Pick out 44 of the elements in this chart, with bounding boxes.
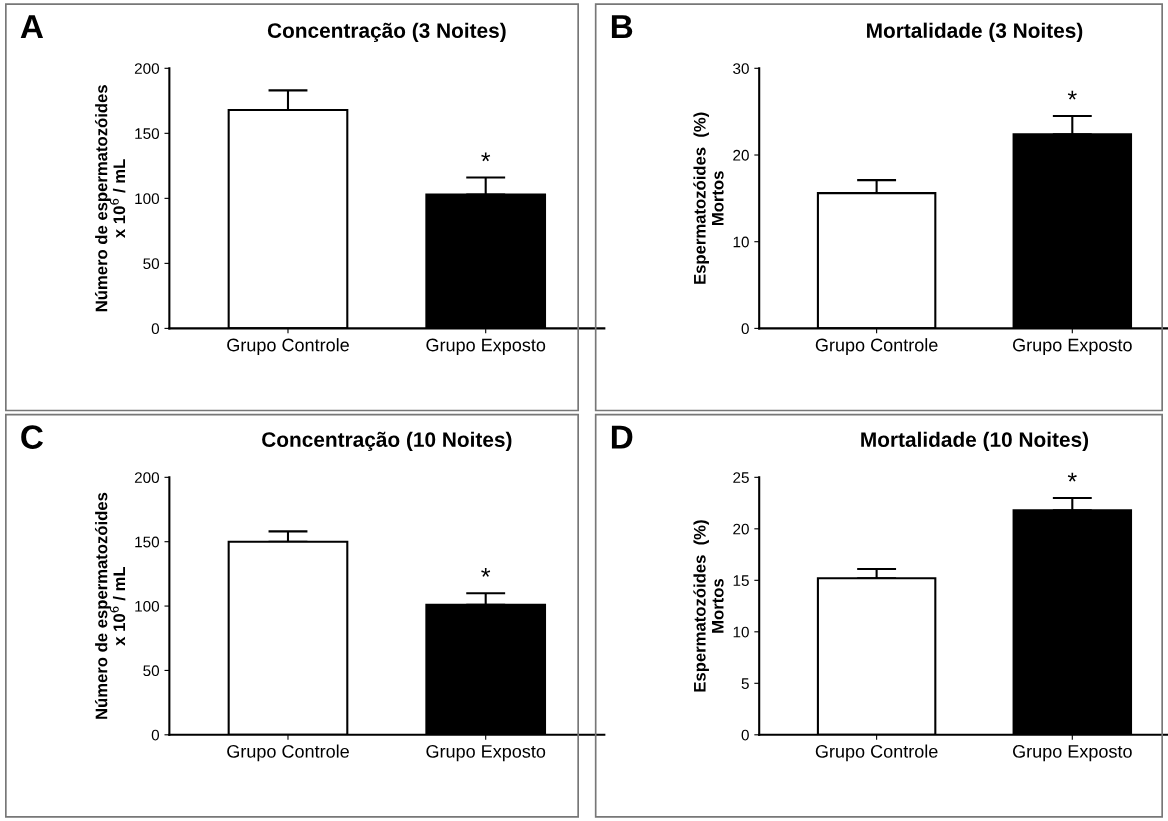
x-tick-label: Grupo Exposto bbox=[1013, 744, 1132, 762]
x-tick-label: Grupo Controle bbox=[815, 744, 938, 762]
x-tick-label: Grupo Exposto bbox=[1013, 338, 1132, 355]
text: D bbox=[611, 425, 633, 449]
chart-title: Concentração (10 Noites) bbox=[262, 431, 512, 452]
y-tick-label: 0 bbox=[741, 729, 749, 741]
y-tick-label: 200 bbox=[134, 63, 160, 74]
y-tick-label: 20 bbox=[733, 149, 749, 161]
y-tick-label: 100 bbox=[135, 600, 160, 612]
y-tick-label: 100 bbox=[135, 193, 160, 205]
y-tick-label: 30 bbox=[733, 63, 749, 74]
x-tick-label: Grupo Controle bbox=[227, 744, 349, 762]
y-tick-label: 15 bbox=[733, 575, 749, 586]
y-tick-label: 50 bbox=[143, 665, 160, 677]
chart-title: Concentração (3 Noites) bbox=[267, 22, 506, 43]
text: C bbox=[21, 425, 44, 449]
chart-title: Mortalidade (10 Noites) bbox=[861, 431, 1089, 452]
y-tick-label: 0 bbox=[151, 729, 160, 741]
y-tick-label: 25 bbox=[733, 472, 749, 484]
annotation: * bbox=[481, 568, 491, 577]
y-tick-label: 20 bbox=[733, 523, 749, 535]
chart-title: Mortalidade (3 Noites) bbox=[867, 22, 1083, 43]
x-tick-label: Grupo Controle bbox=[227, 338, 349, 355]
x-tick-label: Grupo Exposto bbox=[426, 338, 546, 355]
annotation: * bbox=[1067, 472, 1077, 482]
y-tick-label: 10 bbox=[733, 236, 749, 248]
y-axis-title: Espermatozóides (%) Mortos bbox=[693, 112, 724, 284]
y-axis-title: Espermatozóides (%) Mortos bbox=[693, 520, 724, 692]
y-tick-label: 0 bbox=[741, 323, 749, 335]
y-tick-label: 5 bbox=[741, 678, 749, 689]
annotation: * bbox=[1067, 90, 1077, 100]
y-tick-label: 150 bbox=[135, 536, 160, 548]
x-tick-label: Grupo Controle bbox=[815, 338, 938, 355]
y-tick-label: 10 bbox=[733, 626, 749, 638]
y-axis-title: Número de espermatozóides x 10$^{6}$ / mL bbox=[94, 85, 126, 312]
y-tick-label: 150 bbox=[135, 128, 160, 140]
y-axis-title: Número de espermatozóides x 10$^{6}$ / mL bbox=[94, 492, 126, 719]
y-tick-label: 200 bbox=[134, 472, 160, 484]
y-tick-label: 50 bbox=[143, 258, 160, 270]
text: A bbox=[20, 15, 44, 39]
x-tick-label: Grupo Exposto bbox=[426, 744, 546, 762]
text: B bbox=[611, 15, 633, 39]
annotation: * bbox=[481, 152, 491, 162]
y-tick-label: 0 bbox=[151, 323, 160, 335]
